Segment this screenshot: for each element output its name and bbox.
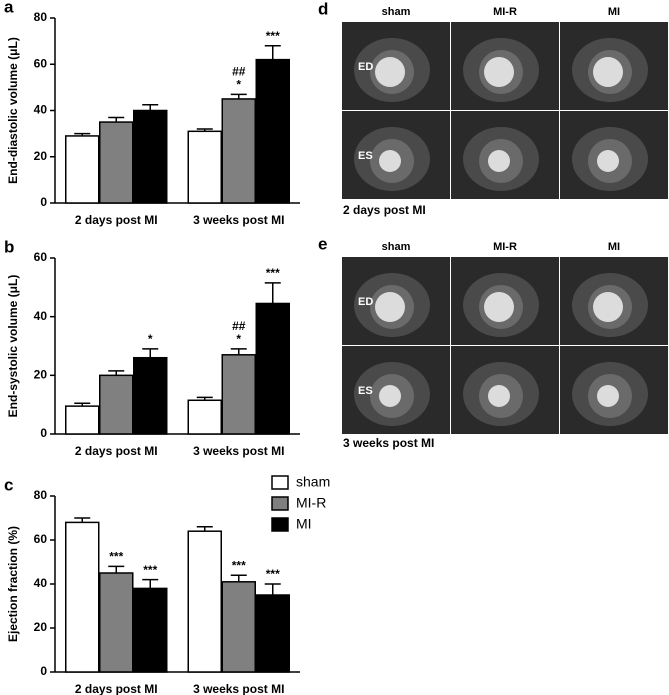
panel-letter: a (4, 0, 14, 16)
x-tick-label: 2 days post MI (75, 444, 158, 458)
panel-letter: c (4, 475, 13, 494)
column-label: sham (382, 241, 411, 253)
y-tick-label: 80 (34, 488, 48, 502)
significance-label: *** (266, 29, 280, 43)
bar (65, 521, 100, 673)
bar (133, 587, 168, 673)
y-tick-label: 40 (34, 103, 48, 117)
panel-caption: 3 weeks post MI (343, 436, 434, 450)
panel-letter: e (318, 234, 327, 253)
column-label: MI (608, 241, 620, 253)
bar (99, 572, 134, 673)
y-axis-label: End-systolic volume (μL) (6, 275, 20, 418)
bar (255, 594, 290, 673)
y-axis-label: End-diastolic volume (μL) (6, 37, 20, 184)
bar (221, 581, 256, 673)
mri-ventricle (488, 150, 510, 172)
bar (255, 58, 290, 204)
bar (99, 121, 134, 204)
legend-swatch (271, 475, 289, 490)
significance-label: *** (109, 550, 123, 564)
mri-ventricle (484, 292, 514, 322)
panel-letter: b (4, 237, 14, 256)
row-label: ED (358, 296, 373, 308)
significance-label: ## (232, 64, 246, 78)
significance-label: * (148, 332, 153, 346)
y-tick-label: 0 (40, 426, 47, 440)
mri-ventricle (379, 150, 401, 172)
legend-label: MI (296, 516, 312, 532)
row-label: ES (358, 150, 373, 162)
significance-label: ## (232, 319, 246, 333)
significance-label: *** (232, 558, 246, 572)
y-tick-label: 20 (34, 149, 48, 163)
y-tick-label: 20 (34, 620, 48, 634)
significance-label: * (236, 332, 241, 346)
y-tick-label: 40 (34, 309, 48, 323)
y-tick-label: 80 (34, 10, 48, 24)
column-label: MI-R (493, 241, 517, 253)
legend-label: MI-R (296, 495, 326, 511)
x-tick-label: 2 days post MI (75, 682, 158, 695)
panel-letter: d (318, 0, 328, 18)
y-tick-label: 20 (34, 368, 48, 382)
bar (255, 302, 290, 435)
mri-ventricle (597, 150, 619, 172)
row-label: ES (358, 385, 373, 397)
row-label: ED (358, 61, 373, 73)
column-label: MI-R (493, 6, 517, 18)
significance-label: *** (266, 567, 280, 581)
mri-ventricle (484, 57, 514, 87)
x-tick-label: 3 weeks post MI (193, 444, 284, 458)
bar (221, 354, 256, 435)
y-tick-label: 0 (40, 664, 47, 678)
y-tick-label: 60 (34, 532, 48, 546)
bar (187, 530, 222, 673)
y-axis-label: Ejection fraction (%) (6, 526, 20, 642)
bar (221, 98, 256, 204)
mri-ventricle (375, 57, 405, 87)
legend-label: sham (296, 474, 330, 490)
bar (99, 374, 134, 435)
significance-label: * (236, 77, 241, 91)
x-tick-label: 2 days post MI (75, 213, 158, 227)
legend-swatch (271, 496, 289, 511)
bar (65, 405, 100, 435)
mri-ventricle (488, 385, 510, 407)
bar (133, 356, 168, 435)
x-tick-label: 3 weeks post MI (193, 682, 284, 695)
mri-ventricle (375, 292, 405, 322)
y-tick-label: 40 (34, 576, 48, 590)
mri-ventricle (593, 57, 623, 87)
significance-label: *** (143, 563, 157, 577)
bar (65, 135, 100, 204)
legend-swatch (271, 517, 289, 532)
bar (187, 130, 222, 204)
y-tick-label: 60 (34, 250, 48, 264)
panel-caption: 2 days post MI (343, 203, 426, 217)
mri-ventricle (593, 292, 623, 322)
bar (187, 399, 222, 435)
significance-label: *** (266, 266, 280, 280)
mri-ventricle (379, 385, 401, 407)
y-tick-label: 0 (40, 195, 47, 209)
column-label: MI (608, 6, 620, 18)
mri-ventricle (597, 385, 619, 407)
bar (133, 109, 168, 204)
x-tick-label: 3 weeks post MI (193, 213, 284, 227)
column-label: sham (382, 6, 411, 18)
y-tick-label: 60 (34, 56, 48, 70)
